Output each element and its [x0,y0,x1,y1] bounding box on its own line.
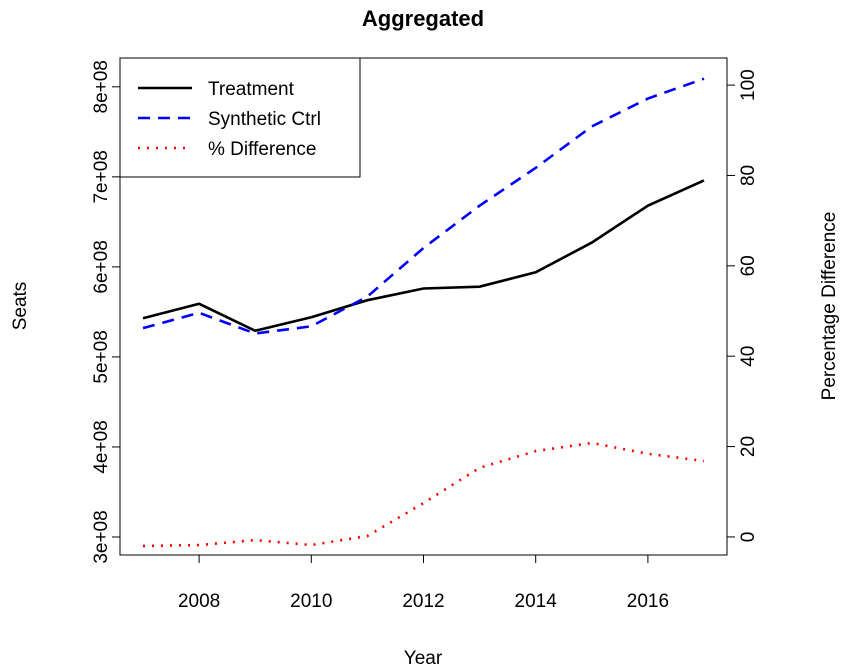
x-tick-label: 2008 [178,591,220,612]
series-line [142,179,705,333]
y-tick-label: 7e+08 [91,150,112,203]
x-axis-label: Year [404,648,443,669]
x-tick-label: 2014 [515,591,558,612]
chart-title: Aggregated [362,6,484,31]
y-tick-label: 8e+08 [91,60,112,113]
y-tick-label: 5e+08 [91,330,112,383]
legend-label: Synthetic Ctrl [208,109,321,130]
y2-tick-label: 20 [738,436,759,457]
y-tick-label: 4e+08 [91,420,112,473]
y-tick-label: 6e+08 [91,240,112,293]
legend-label: Treatment [208,79,295,100]
y2-tick-label: 80 [738,165,759,186]
y2-tick-label: 0 [738,532,759,543]
y2-tick-label: 100 [738,69,759,101]
x-tick-label: 2012 [402,591,444,612]
y-axis-label: Seats [10,282,31,331]
legend-label: % Difference [208,139,316,160]
y2-tick-label: 40 [738,346,759,367]
y2-axis-label: Percentage Difference [819,212,840,401]
x-tick-label: 2016 [627,591,669,612]
y-tick-label: 3e+08 [91,510,112,563]
series-line [142,441,705,548]
series-line [142,77,705,335]
y2-tick-label: 60 [738,255,759,276]
x-tick-label: 2010 [290,591,332,612]
